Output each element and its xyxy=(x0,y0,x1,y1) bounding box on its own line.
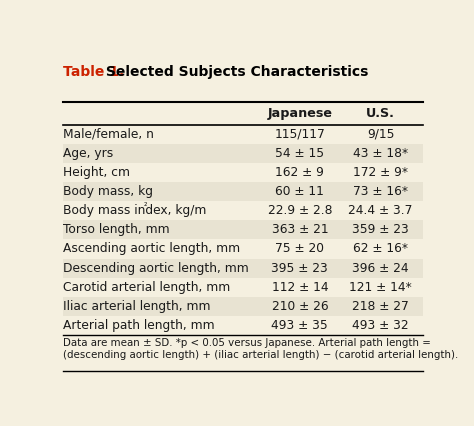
Bar xyxy=(63,201,423,220)
Text: 172 ± 9*: 172 ± 9* xyxy=(353,166,408,179)
Text: 121 ± 14*: 121 ± 14* xyxy=(349,281,412,294)
Text: 73 ± 16*: 73 ± 16* xyxy=(353,185,408,198)
Text: Data are mean ± SD. *p < 0.05 versus Japanese. Arterial path length =
(descendin: Data are mean ± SD. *p < 0.05 versus Jap… xyxy=(63,338,458,360)
Text: Body mass index, kg/m: Body mass index, kg/m xyxy=(63,204,206,217)
Text: Japanese: Japanese xyxy=(267,107,332,120)
Text: 60 ± 11: 60 ± 11 xyxy=(275,185,324,198)
Text: 9/15: 9/15 xyxy=(367,128,394,141)
Text: 24.4 ± 3.7: 24.4 ± 3.7 xyxy=(348,204,413,217)
Text: Age, yrs: Age, yrs xyxy=(63,147,113,160)
Text: Table 1.: Table 1. xyxy=(63,65,124,79)
Bar xyxy=(63,144,423,163)
Text: 22.9 ± 2.8: 22.9 ± 2.8 xyxy=(268,204,332,217)
Bar xyxy=(63,259,423,278)
Text: 43 ± 18*: 43 ± 18* xyxy=(353,147,408,160)
Text: Descending aortic length, mm: Descending aortic length, mm xyxy=(63,262,249,275)
Text: 493 ± 35: 493 ± 35 xyxy=(272,319,328,332)
Text: Selected Subjects Characteristics: Selected Subjects Characteristics xyxy=(101,65,369,79)
Bar xyxy=(63,220,423,239)
Text: 395 ± 23: 395 ± 23 xyxy=(272,262,328,275)
Text: 210 ± 26: 210 ± 26 xyxy=(272,300,328,313)
Text: 62 ± 16*: 62 ± 16* xyxy=(353,242,408,256)
Text: 359 ± 23: 359 ± 23 xyxy=(352,223,409,236)
Bar xyxy=(63,316,423,335)
Text: Body mass, kg: Body mass, kg xyxy=(63,185,153,198)
Text: 162 ± 9: 162 ± 9 xyxy=(275,166,324,179)
Text: 363 ± 21: 363 ± 21 xyxy=(272,223,328,236)
Text: 75 ± 20: 75 ± 20 xyxy=(275,242,324,256)
Text: 218 ± 27: 218 ± 27 xyxy=(352,300,409,313)
Text: Height, cm: Height, cm xyxy=(63,166,130,179)
Text: Carotid arterial length, mm: Carotid arterial length, mm xyxy=(63,281,230,294)
Text: Iliac arterial length, mm: Iliac arterial length, mm xyxy=(63,300,210,313)
Bar xyxy=(63,296,423,316)
Text: 112 ± 14: 112 ± 14 xyxy=(272,281,328,294)
Text: 54 ± 15: 54 ± 15 xyxy=(275,147,324,160)
Text: Arterial path length, mm: Arterial path length, mm xyxy=(63,319,215,332)
Text: ²: ² xyxy=(144,202,147,211)
Text: 493 ± 32: 493 ± 32 xyxy=(352,319,409,332)
Bar xyxy=(63,239,423,259)
Text: 115/117: 115/117 xyxy=(274,128,325,141)
Text: U.S.: U.S. xyxy=(366,107,395,120)
Text: Ascending aortic length, mm: Ascending aortic length, mm xyxy=(63,242,240,256)
Text: 396 ± 24: 396 ± 24 xyxy=(352,262,409,275)
Bar xyxy=(63,278,423,296)
Text: Male/female, n: Male/female, n xyxy=(63,128,154,141)
Bar xyxy=(63,125,423,144)
Text: Torso length, mm: Torso length, mm xyxy=(63,223,170,236)
Bar xyxy=(63,182,423,201)
Bar xyxy=(63,163,423,182)
